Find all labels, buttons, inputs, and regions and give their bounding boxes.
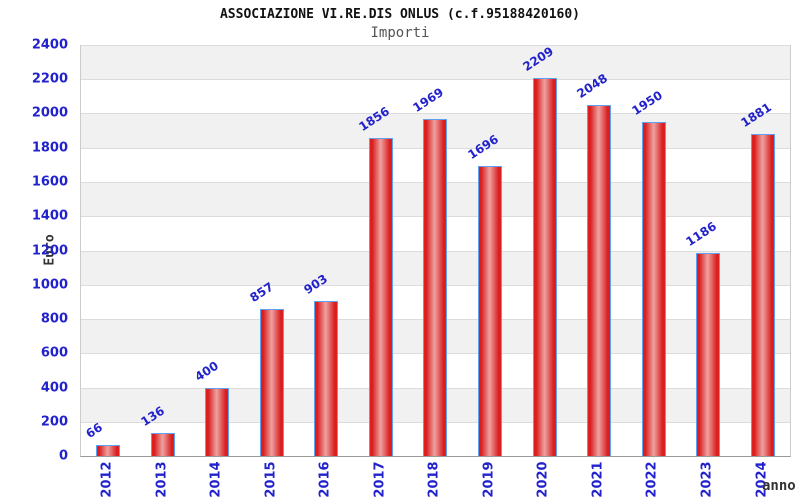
value-label: 2048	[574, 71, 611, 102]
y-tick-label: 1200	[31, 243, 68, 258]
x-tick-label: 2017	[372, 460, 388, 498]
bar-2022	[641, 122, 666, 456]
bar-2024	[750, 133, 775, 456]
y-tick-label: 600	[40, 345, 68, 361]
x-tick-slot: 2021	[571, 458, 626, 500]
bar-2014	[205, 387, 230, 456]
x-tick-slot: 2014	[189, 458, 244, 500]
bar-slot: 1696	[463, 45, 518, 456]
value-label: 857	[247, 279, 276, 306]
bar-2017	[368, 138, 393, 456]
x-axis-ticks: 2012 2013 2014 2015 2016 2017 2018 2019 2020 2021…	[80, 458, 789, 500]
x-tick-slot: 2017	[353, 458, 408, 500]
bar-slot: 136	[136, 45, 191, 456]
bar-slot: 2048	[572, 45, 627, 456]
y-tick-label: 1400	[31, 208, 68, 224]
bar-slot: 1969	[408, 45, 463, 456]
bar-slot: 1881	[735, 45, 790, 456]
bar-series: 66 136 400 857 903 1856 1969 1696 2209 2048 1950 11…	[81, 43, 790, 456]
x-tick-slot: 2012	[80, 458, 135, 500]
x-tick-label: 2016	[317, 460, 333, 498]
x-tick-slot: 2018	[407, 458, 462, 500]
y-tick-label: 2000	[31, 105, 68, 121]
x-tick-slot: 2013	[135, 458, 190, 500]
x-tick-slot: 2016	[298, 458, 353, 500]
bar-slot: 903	[299, 45, 354, 456]
plot-area: 66 136 400 857 903 1856 1969 1696 2209 2048 1950 11…	[80, 43, 791, 457]
chart-title: ASSOCIAZIONE VI.RE.DIS ONLUS (c.f.951884…	[219, 7, 581, 22]
bar-slot: 400	[190, 45, 245, 456]
y-tick-label: 2400	[31, 37, 68, 53]
x-tick-label: 2014	[208, 460, 224, 498]
x-tick-slot: 2020	[516, 458, 571, 500]
y-tick-label: 800	[40, 311, 68, 327]
x-tick-label: 2013	[154, 460, 170, 498]
value-label: 1881	[738, 99, 774, 130]
value-label: 1950	[628, 88, 665, 119]
bar-2023	[696, 252, 721, 456]
x-tick-label: 2022	[645, 460, 661, 498]
y-axis-ticks: 0 200 400 600 800 1000 1200 1400 1600 1800 2000 220…	[0, 38, 74, 464]
value-label: 2209	[519, 43, 556, 74]
x-tick-slot: 2023	[680, 458, 735, 500]
x-tick-label: 2019	[481, 460, 497, 498]
x-tick-label: 2020	[536, 460, 552, 498]
value-label: 903	[301, 271, 331, 298]
value-label: 1186	[683, 218, 720, 249]
bar-2020	[532, 77, 557, 456]
grid-band	[81, 79, 790, 114]
value-label: 136	[138, 403, 167, 429]
chart-subtitle: Importi	[370, 25, 430, 41]
y-tick-label: 1800	[31, 140, 68, 156]
x-tick-label: 2021	[590, 460, 606, 498]
value-label: 1696	[465, 131, 502, 162]
bar-slot: 857	[245, 45, 300, 456]
x-tick-label: 2012	[99, 460, 115, 498]
bar-2015	[259, 309, 284, 456]
y-tick-label: 1600	[31, 174, 68, 190]
x-axis-label: anno	[762, 478, 796, 494]
y-tick-label: 0	[58, 448, 68, 464]
bar-slot: 66	[81, 45, 136, 456]
grid-band	[81, 45, 790, 80]
bar-2019	[477, 165, 502, 456]
value-label: 1856	[356, 104, 392, 135]
value-label: 1969	[410, 84, 447, 115]
bar-2018	[423, 118, 448, 456]
x-tick-label: 2023	[699, 460, 715, 498]
value-label: 400	[192, 358, 222, 384]
bar-slot: 1950	[626, 45, 681, 456]
value-label: 66	[83, 419, 106, 441]
x-tick-slot: 2019	[462, 458, 517, 500]
y-tick-label: 400	[40, 380, 68, 395]
bar-slot: 2209	[517, 43, 572, 456]
y-tick-label: 1000	[31, 277, 68, 293]
x-tick-slot: 2022	[625, 458, 680, 500]
bar-2016	[314, 301, 339, 456]
bar-slot: 1856	[354, 45, 409, 456]
x-tick-label: 2015	[263, 460, 279, 498]
bar-slot: 1186	[681, 45, 736, 456]
bar-2021	[587, 105, 612, 456]
y-tick-label: 200	[40, 414, 68, 430]
y-tick-label: 2200	[31, 71, 68, 87]
bar-2013	[150, 432, 175, 456]
bar-2012	[96, 444, 121, 456]
x-tick-label: 2018	[426, 460, 442, 498]
x-tick-slot: 2015	[244, 458, 299, 500]
